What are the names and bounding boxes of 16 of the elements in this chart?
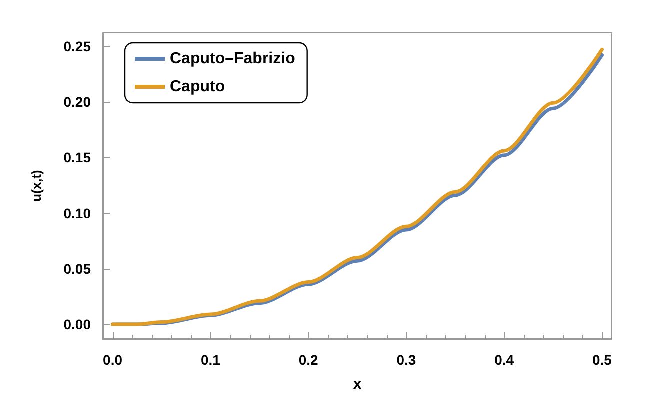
y-tick-label: 0.05 <box>64 260 92 277</box>
x-tick-label: 0.0 <box>103 352 123 368</box>
x-tick-label: 0.5 <box>592 352 612 368</box>
y-tick-label: 0.00 <box>64 316 92 333</box>
x-tick-label: 0.3 <box>396 352 416 368</box>
legend-label: Caputo–Fabrizio <box>170 50 296 68</box>
x-tick-label: 0.1 <box>200 352 221 368</box>
y-tick-label: 0.10 <box>64 205 92 222</box>
y-tick-label: 0.20 <box>64 94 92 110</box>
legend-label: Caputo <box>170 78 226 96</box>
y-tick-label: 0.25 <box>64 38 92 54</box>
y-tick-label: 0.15 <box>64 150 92 166</box>
y-axis-title: u(x,t) <box>29 170 44 202</box>
x-tick-label: 0.4 <box>494 352 514 368</box>
x-tick-label: 0.2 <box>298 352 318 368</box>
x-axis-title: x <box>353 376 362 393</box>
